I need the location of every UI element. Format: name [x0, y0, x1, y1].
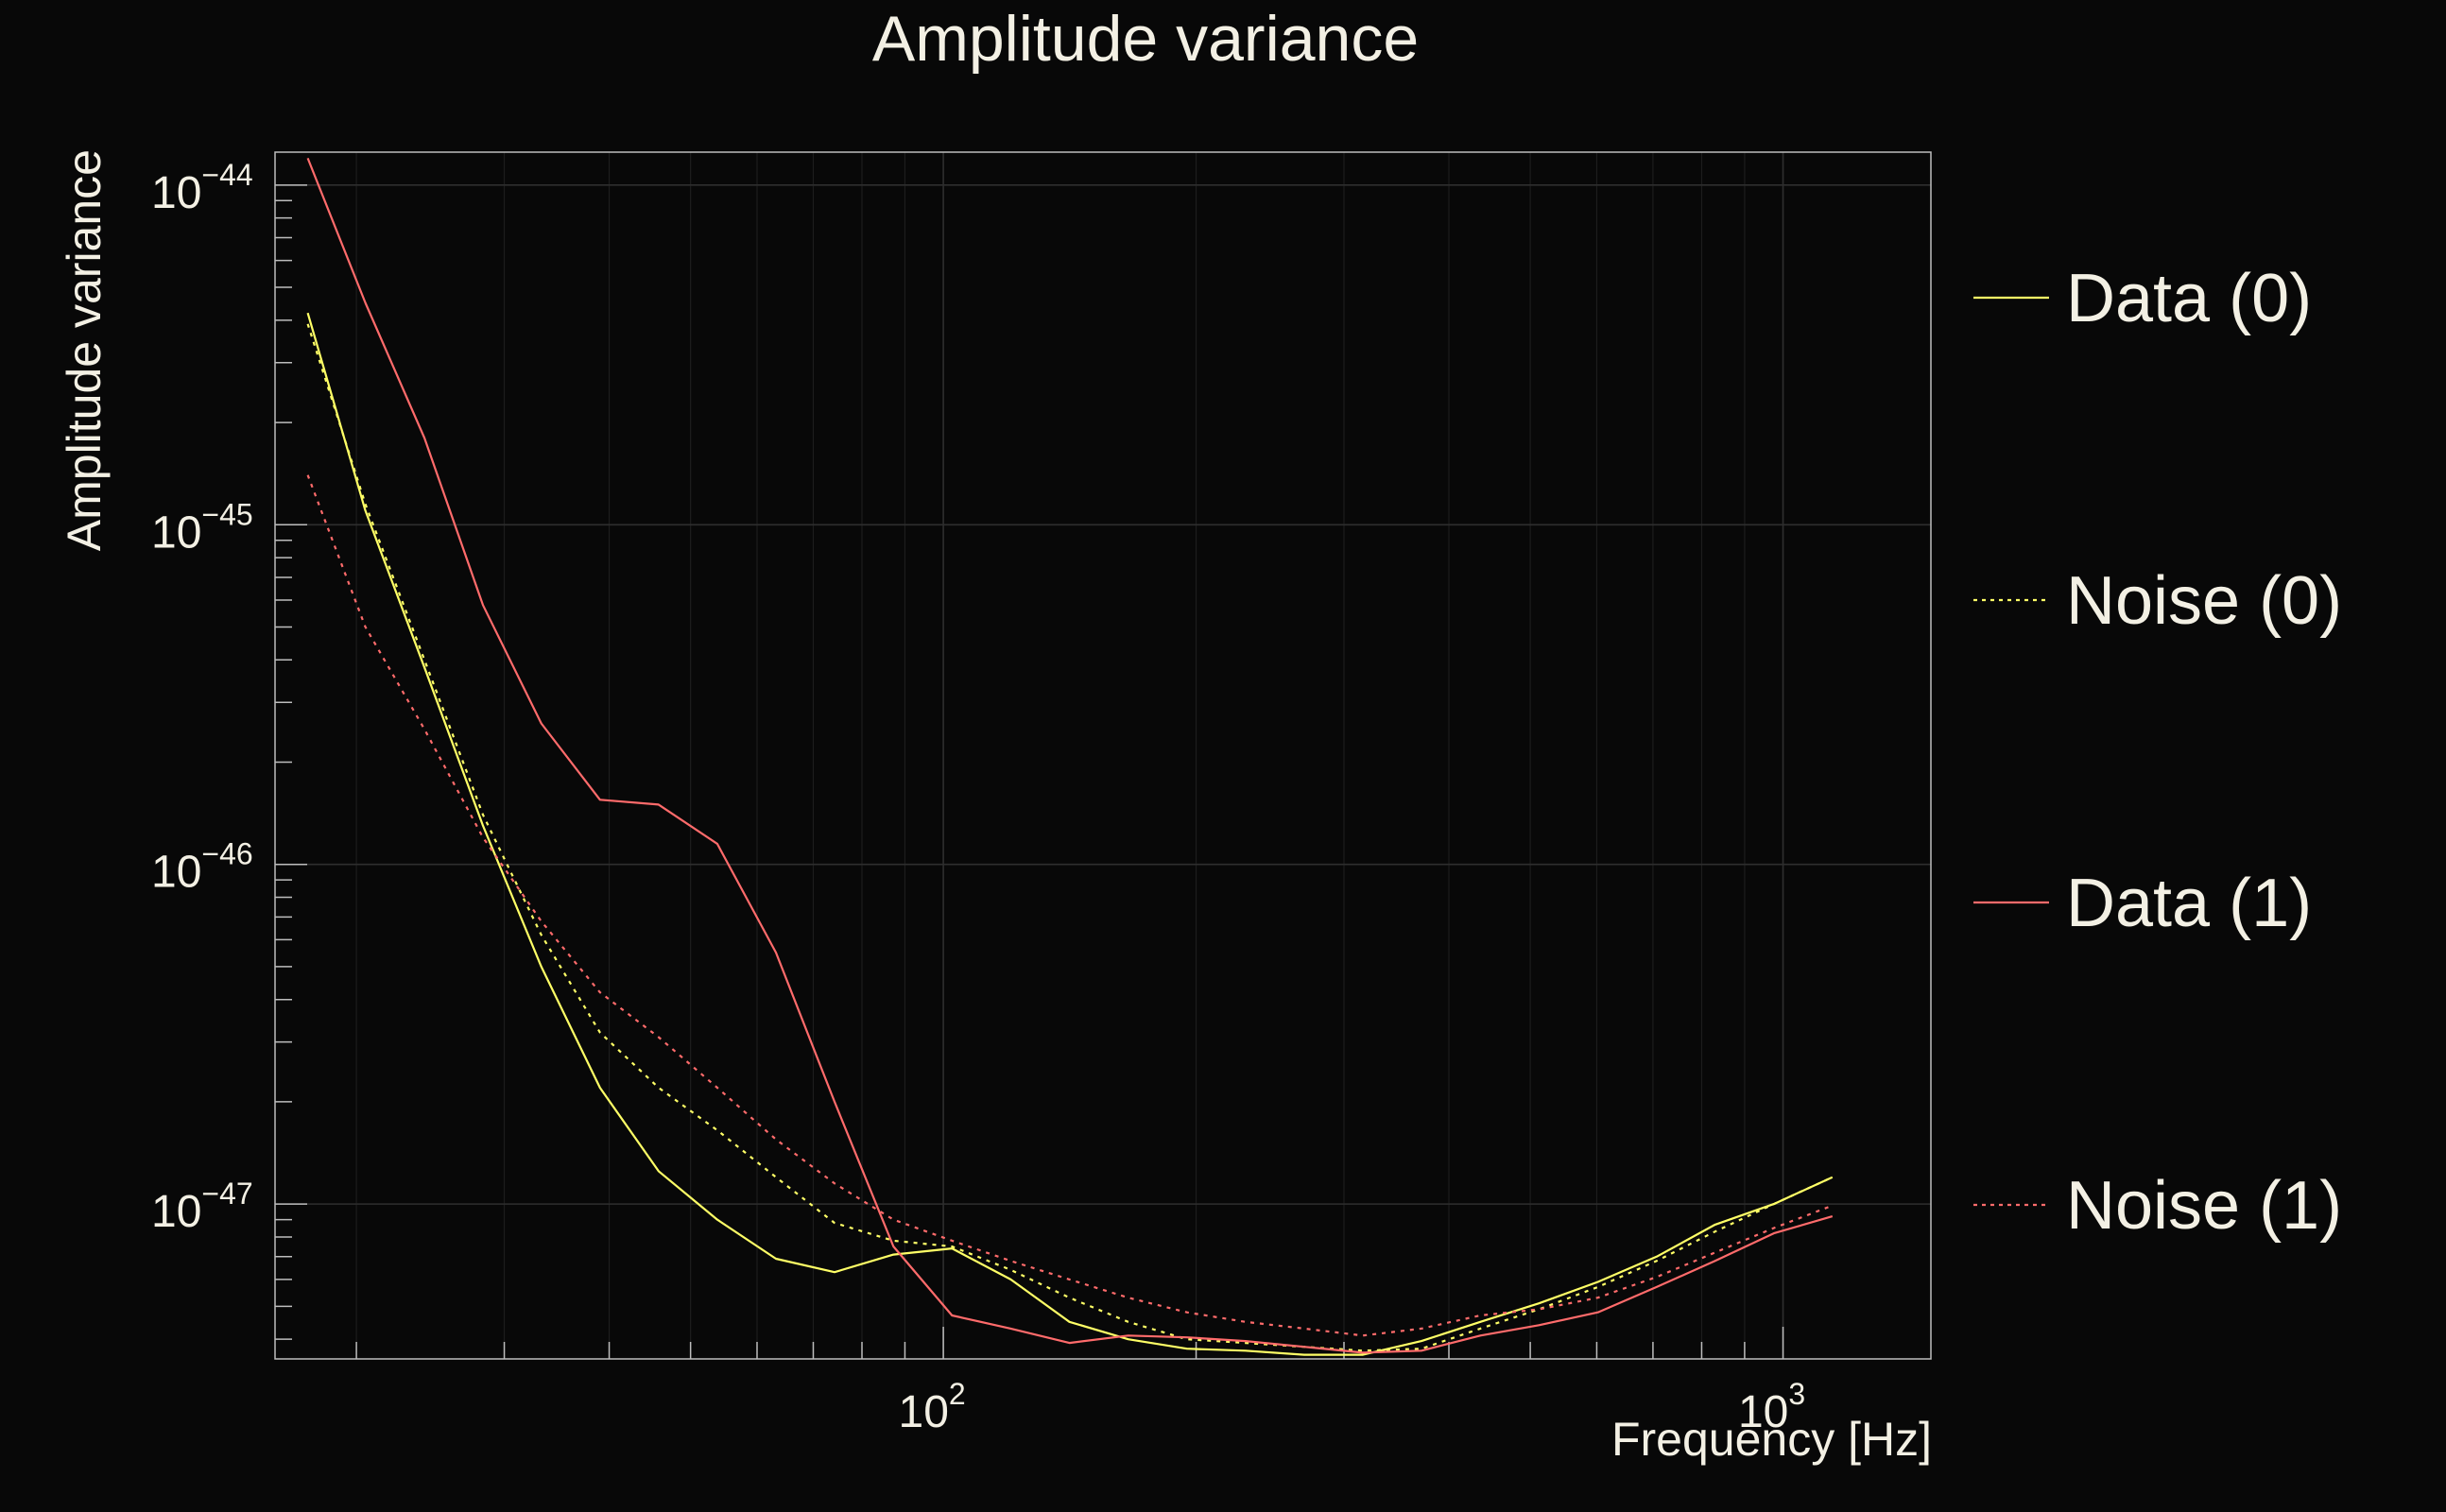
series-line-data-0 — [306, 312, 1834, 1356]
plot-frame — [274, 151, 1932, 1360]
x-axis-label: Frequency [Hz] — [1611, 1413, 1932, 1466]
x-tick-exponent: 3 — [1788, 1377, 1805, 1411]
y-tick-exponent: −44 — [201, 158, 252, 192]
series-line-noise-0 — [306, 323, 1834, 1352]
legend: Data (0) Noise (0) Data (1) Noise (1) — [1973, 261, 2342, 1244]
legend-label: Noise (0) — [2066, 563, 2342, 639]
legend-label: Noise (1) — [2066, 1168, 2342, 1244]
series — [306, 157, 1834, 1356]
legend-label: Data (0) — [2066, 261, 2312, 336]
series-line-noise-1 — [306, 474, 1834, 1337]
y-axis-label: Amplitude variance — [58, 149, 111, 551]
y-tick-exponent: −45 — [201, 497, 252, 531]
legend-label: Data (1) — [2066, 866, 2312, 941]
y-tick-exponent: −46 — [201, 837, 252, 871]
grid — [275, 152, 1931, 1359]
y-tick-exponent: −47 — [201, 1177, 252, 1211]
x-tick-exponent: 2 — [949, 1377, 966, 1411]
chart-title: Amplitude variance — [872, 3, 1419, 75]
series-line-data-1 — [306, 157, 1834, 1354]
